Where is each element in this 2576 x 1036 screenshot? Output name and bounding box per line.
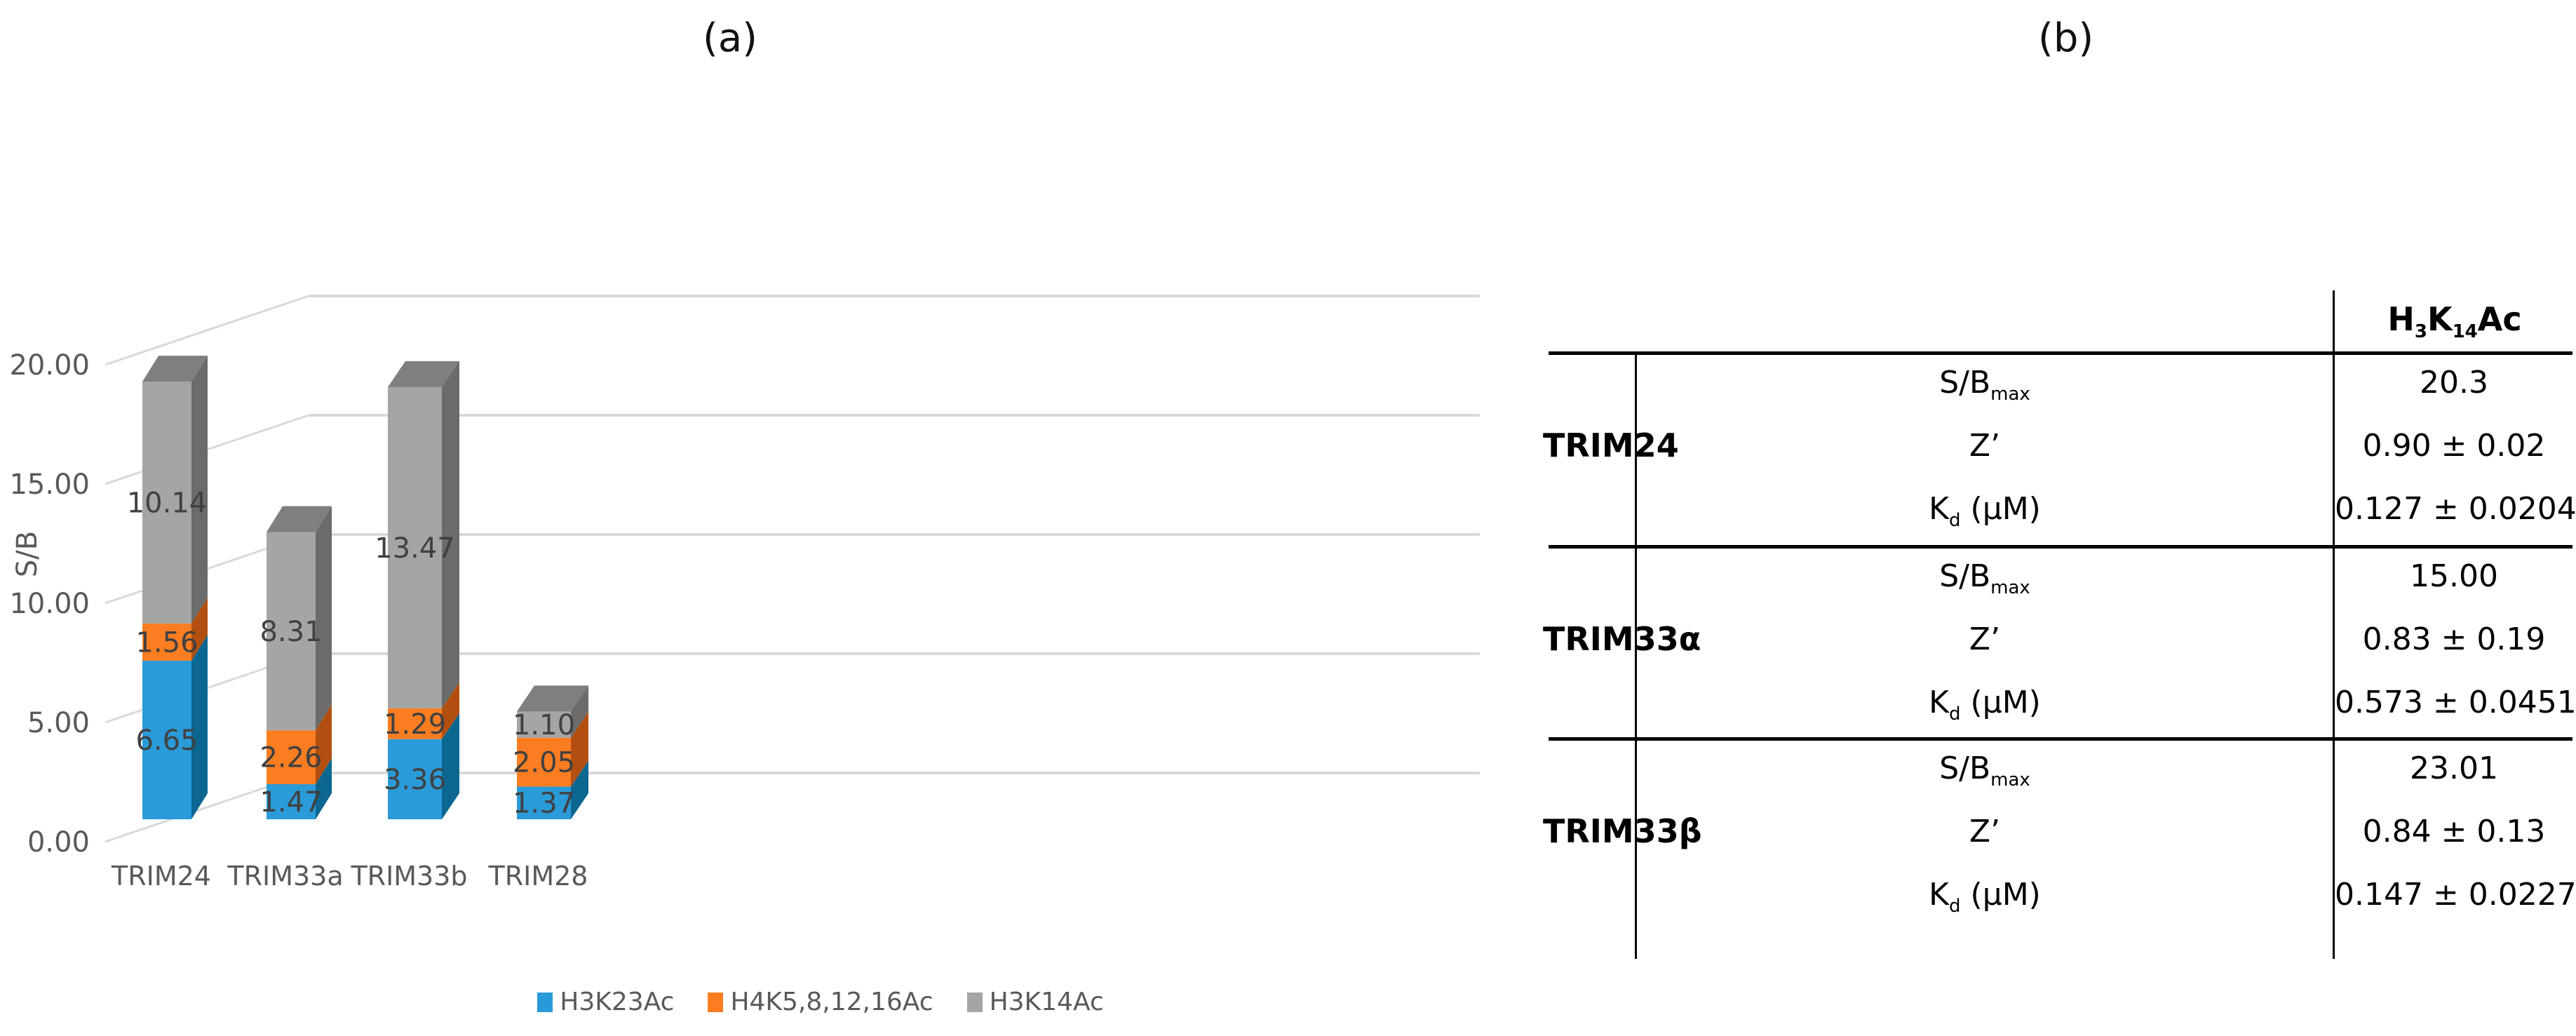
panel-b-label: (b) [2038,15,2094,61]
table-rule-group1 [1549,545,2572,549]
table-value: 0.127 ± 0.0204 [2335,491,2576,527]
bar-segment: 8.31 [259,506,332,731]
table-param-label: Z’ [1969,621,2001,657]
data-label: 1.47 [259,786,322,819]
bar-segment: 2.05 [513,711,588,787]
table-param-label: Z’ [1969,428,2001,464]
chart-bars: 6.65 1.56 10.14 1.47 2.26 8.31 3.36 1.29 13.47 1.… [127,356,588,820]
table-value: 15.00 [2410,558,2498,594]
y-tick-label: 15.00 [9,469,90,501]
bar-top [267,506,332,532]
data-label: 1.37 [513,788,575,820]
bar-segment: 1.47 [259,758,332,819]
data-label: 1.10 [513,709,575,741]
legend-swatch-icon [966,992,983,1012]
legend-label: H3K23Ac [560,988,675,1016]
chart-gridlines [104,295,1480,843]
panel-a-label: (a) [703,15,758,61]
legend-label: H4K5,8,12,16Ac [730,988,933,1016]
header-sub: 3 [2414,321,2427,343]
table-value: 0.90 ± 0.02 [2362,428,2546,464]
table-value: 23.01 [2410,751,2498,786]
table-value: 0.573 ± 0.0451 [2335,685,2576,720]
x-axis-categories: TRIM24 TRIM33a TRIM33b TRIM28 [111,861,588,892]
x-category-label: TRIM33a [227,861,343,892]
table-header-h3k14ac: H3K14Ac [2335,300,2574,342]
data-label: 3.36 [384,764,446,796]
bar-segment: 2.26 [259,704,332,785]
table-param-label: Kd (μM) [1929,877,2041,917]
legend-item-h3k14ac: H3K14Ac [966,988,1104,1016]
table-group-name: TRIM33β [1543,812,1702,850]
x-category-label: TRIM28 [488,861,588,892]
bar-segment: 6.65 [135,634,208,819]
table-divider-value-col [2333,290,2335,959]
data-label: 1.56 [135,626,198,659]
bar-segment: 1.56 [135,597,208,661]
data-label: 8.31 [259,616,322,648]
bar-segment: 3.36 [384,713,459,819]
table-param-label: S/Bmax [1939,558,2030,598]
legend-item-h4k5-8-12-16ac: H4K5,8,12,16Ac [708,988,933,1016]
x-category-label: TRIM33b [350,861,467,892]
table-group-name: TRIM33α [1543,620,1701,658]
data-label: 10.14 [127,487,208,519]
parameters-table: H3K14Ac TRIM24 S/Bmax 20.3 Z’ 0.90 ± 0.02 Kd … [1543,281,2576,982]
data-label: 13.47 [375,532,455,565]
header-text: K [2427,300,2453,338]
table-param-label: S/Bmax [1939,751,2030,791]
y-axis-title: S/B [11,531,43,577]
legend-swatch-icon [708,992,724,1012]
table-rule-header [1549,351,2572,355]
chart-legend: H3K23Ac H4K5,8,12,16Ac H3K14Ac [0,988,1543,1016]
table-value: 0.83 ± 0.19 [2362,621,2546,657]
legend-label: H3K14Ac [989,988,1104,1016]
stacked-3d-bar-chart: 0.00 5.00 10.00 15.00 20.00 S/B 6.65 1.56 10.1… [9,295,1480,892]
data-label: 2.05 [513,747,575,779]
table-param-label: Z’ [1969,814,2001,849]
legend-swatch-icon [537,992,553,1012]
table-value: 0.84 ± 0.13 [2362,814,2546,849]
bar-segment: 10.14 [127,356,208,624]
bar-segment: 1.37 [513,760,588,820]
y-tick-label: 0.00 [27,826,90,859]
bar-segment: 13.47 [375,361,459,708]
bar-segment: 1.10 [513,685,588,741]
table-param-label: Kd (μM) [1929,491,2041,531]
x-category-label: TRIM24 [111,861,211,892]
table-param-label: Kd (μM) [1929,685,2041,725]
y-tick-label: 10.00 [9,588,90,620]
data-label: 1.29 [384,708,446,741]
bar-segment: 1.29 [384,682,459,741]
bar-top [517,685,588,712]
table-rule-group2 [1549,737,2572,741]
table-group-name: TRIM24 [1543,426,1679,464]
header-sub: 14 [2452,321,2478,343]
table-divider-group-col [1635,354,1637,959]
legend-item-h3k23ac: H3K23Ac [537,988,674,1016]
data-label: 2.26 [259,742,322,774]
table-value: 0.147 ± 0.0227 [2335,877,2576,913]
header-text: Ac [2477,300,2522,338]
y-tick-label: 5.00 [27,707,90,739]
header-text: H [2387,300,2415,338]
y-tick-label: 20.00 [9,349,90,382]
table-param-label: S/Bmax [1939,365,2030,405]
bar-top [388,361,459,387]
bar-top [142,356,208,382]
table-value: 20.3 [2420,365,2488,401]
y-axis-ticks: 0.00 5.00 10.00 15.00 20.00 [9,349,90,859]
data-label: 6.65 [135,725,198,757]
gridline-diagonal [104,295,309,366]
